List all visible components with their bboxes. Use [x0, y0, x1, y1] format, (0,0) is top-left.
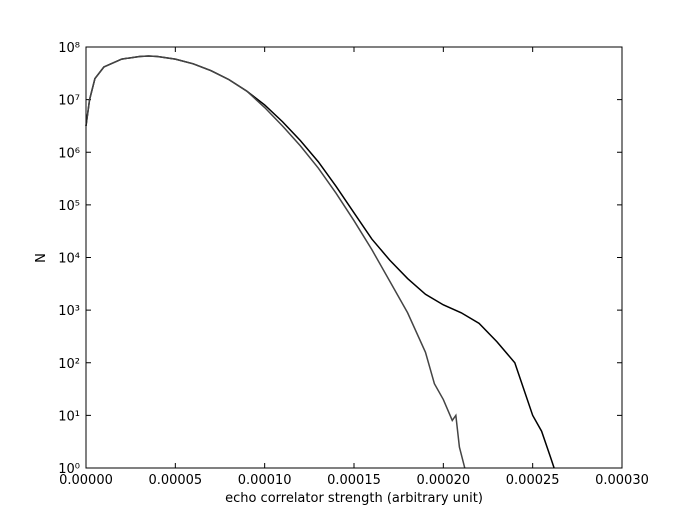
y-tick-label: 10⁴	[58, 252, 80, 267]
y-tick-label: 10⁵	[58, 199, 80, 214]
y-tick-label: 10⁸	[58, 41, 80, 56]
x-tick-label: 0.00015	[327, 473, 381, 488]
y-tick-label: 10³	[58, 304, 80, 319]
data-line	[85, 55, 466, 469]
plot-frame	[85, 46, 623, 469]
y-tick-label: 10¹	[58, 409, 80, 424]
x-axis-label: echo correlator strength (arbitrary unit…	[225, 491, 483, 506]
y-tick-label: 10⁷	[58, 94, 80, 109]
x-tick-label: 0.00030	[595, 473, 649, 488]
y-axis-label: N	[34, 253, 49, 263]
x-tick-label: 0.00010	[238, 473, 292, 488]
x-tick-label: 0.00020	[416, 473, 470, 488]
x-tick-label: 0.00005	[148, 473, 202, 488]
x-tick-label: 0.00000	[59, 473, 113, 488]
y-tick-label: 10²	[58, 357, 80, 372]
x-tick-label: 0.00025	[506, 473, 560, 488]
y-tick-label: 10⁶	[58, 146, 80, 161]
y-tick-label: 10⁰	[58, 462, 80, 477]
